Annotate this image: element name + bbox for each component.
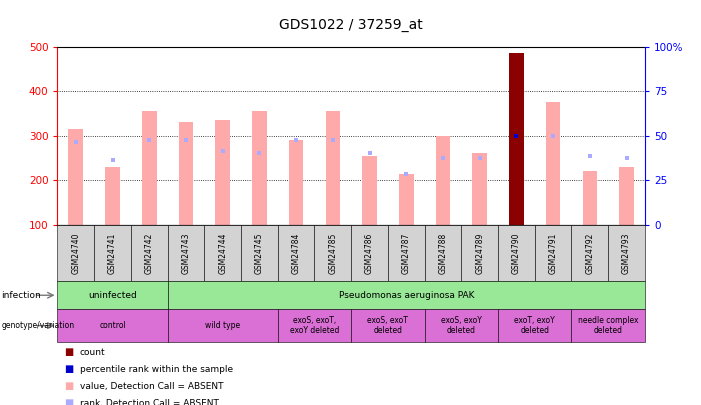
Bar xyxy=(619,167,634,225)
Text: GSM24744: GSM24744 xyxy=(218,232,227,274)
Bar xyxy=(435,136,450,225)
Text: ■: ■ xyxy=(64,399,74,405)
Text: GSM24790: GSM24790 xyxy=(512,232,521,274)
Text: GSM24742: GSM24742 xyxy=(145,232,154,274)
Text: exoS, exoT,
exoY deleted: exoS, exoT, exoY deleted xyxy=(290,316,339,335)
Text: GSM24745: GSM24745 xyxy=(255,232,264,274)
Text: value, Detection Call = ABSENT: value, Detection Call = ABSENT xyxy=(80,382,224,391)
Text: exoS, exoY
deleted: exoS, exoY deleted xyxy=(441,316,482,335)
Bar xyxy=(69,129,83,225)
Text: GSM24740: GSM24740 xyxy=(72,232,81,274)
Text: GSM24787: GSM24787 xyxy=(402,232,411,274)
Text: GSM24788: GSM24788 xyxy=(439,232,447,274)
Text: ■: ■ xyxy=(64,382,74,391)
Bar xyxy=(509,53,524,225)
Text: GDS1022 / 37259_at: GDS1022 / 37259_at xyxy=(278,18,423,32)
Text: GSM24784: GSM24784 xyxy=(292,232,301,274)
Bar xyxy=(142,111,156,225)
Text: ■: ■ xyxy=(64,364,74,374)
Bar xyxy=(546,102,561,225)
Text: infection: infection xyxy=(1,291,41,300)
Text: GSM24741: GSM24741 xyxy=(108,232,117,274)
Text: wild type: wild type xyxy=(205,321,240,330)
Text: GSM24792: GSM24792 xyxy=(585,232,594,274)
Bar xyxy=(325,111,340,225)
Text: GSM24793: GSM24793 xyxy=(622,232,631,274)
Text: GSM24786: GSM24786 xyxy=(365,232,374,274)
Text: GSM24743: GSM24743 xyxy=(182,232,191,274)
Text: GSM24789: GSM24789 xyxy=(475,232,484,274)
Bar xyxy=(105,167,120,225)
Text: rank, Detection Call = ABSENT: rank, Detection Call = ABSENT xyxy=(80,399,219,405)
Text: exoT, exoY
deleted: exoT, exoY deleted xyxy=(515,316,555,335)
Bar xyxy=(472,153,487,225)
Bar xyxy=(289,140,304,225)
Bar xyxy=(179,122,193,225)
Bar xyxy=(362,156,377,225)
Text: GSM24791: GSM24791 xyxy=(549,232,557,274)
Text: Pseudomonas aeruginosa PAK: Pseudomonas aeruginosa PAK xyxy=(339,291,474,300)
Text: GSM24785: GSM24785 xyxy=(328,232,337,274)
Bar xyxy=(583,171,597,225)
Bar xyxy=(399,173,414,225)
Text: genotype/variation: genotype/variation xyxy=(1,321,74,330)
Text: needle complex
deleted: needle complex deleted xyxy=(578,316,639,335)
Bar xyxy=(215,120,230,225)
Text: count: count xyxy=(80,348,106,357)
Text: exoS, exoT
deleted: exoS, exoT deleted xyxy=(367,316,409,335)
Text: uninfected: uninfected xyxy=(88,291,137,300)
Text: percentile rank within the sample: percentile rank within the sample xyxy=(80,365,233,374)
Bar xyxy=(252,111,267,225)
Text: ■: ■ xyxy=(64,347,74,357)
Text: control: control xyxy=(99,321,126,330)
